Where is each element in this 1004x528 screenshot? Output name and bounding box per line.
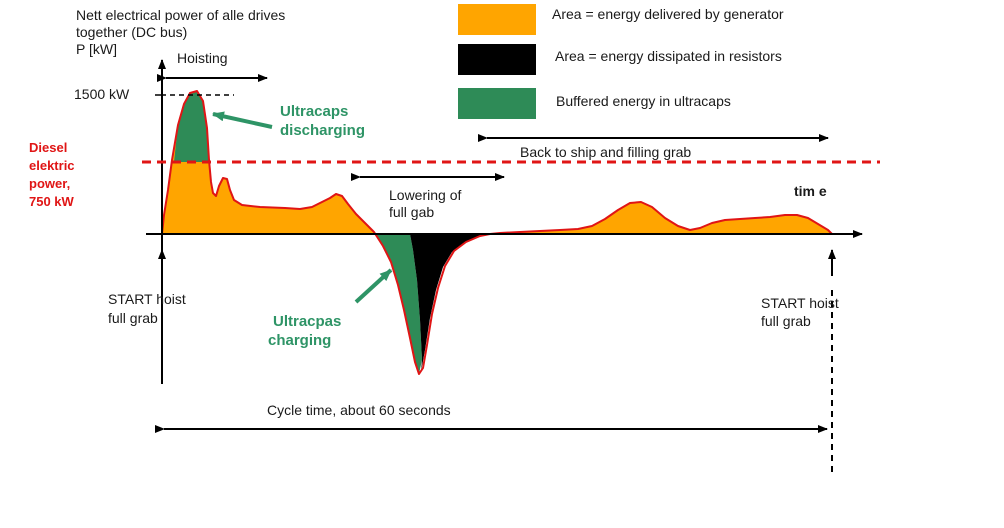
diesel-label-line3: power, <box>29 176 70 191</box>
legend-swatch-ultracaps <box>458 88 536 119</box>
discharging-arrow <box>212 111 273 129</box>
power-curve <box>161 90 833 375</box>
start-right-label-line2: full grab <box>761 313 811 329</box>
discharging-label-line2: discharging <box>280 122 365 139</box>
y-axis-label-line1: Nett electrical power of alle drives <box>76 7 285 23</box>
hoisting-label: Hoisting <box>177 50 228 66</box>
legend-swatch-generator <box>458 4 536 35</box>
start-left-label-line2: full grab <box>108 310 158 326</box>
discharging-label-line1: Ultracaps <box>280 103 348 120</box>
charging-label-line1: Ultracpas <box>273 313 341 330</box>
diesel-label-line4: 750 kW <box>29 194 75 209</box>
charging-label-line2: charging <box>268 332 331 349</box>
x-axis-label: tim e <box>794 183 827 199</box>
tick-1500-label: 1500 kW <box>74 86 130 102</box>
start-left-label-line1: START hoist <box>108 291 186 307</box>
diesel-label-line1: Diesel <box>29 140 67 155</box>
cycle-time-label: Cycle time, about 60 seconds <box>267 402 451 418</box>
y-axis-label-line2: together (DC bus) <box>76 24 187 40</box>
resistor-energy-area <box>410 234 490 372</box>
diesel-label-line2: elektric <box>29 158 75 173</box>
charging-arrow <box>354 268 393 304</box>
lowering-label-line2: full gab <box>389 204 434 220</box>
legend-label-resistors: Area = energy dissipated in resistors <box>555 48 782 64</box>
y-axis-label-line3: P [kW] <box>76 41 117 57</box>
back-to-ship-label: Back to ship and filling grab <box>520 144 691 160</box>
legend-label-generator: Area = energy delivered by generator <box>552 6 784 22</box>
start-right-label-line1: START hoist <box>761 295 839 311</box>
lowering-label-line1: Lowering of <box>389 187 461 203</box>
legend-swatch-resistors <box>458 44 536 75</box>
legend-label-ultracaps: Buffered energy in ultracaps <box>556 93 731 109</box>
